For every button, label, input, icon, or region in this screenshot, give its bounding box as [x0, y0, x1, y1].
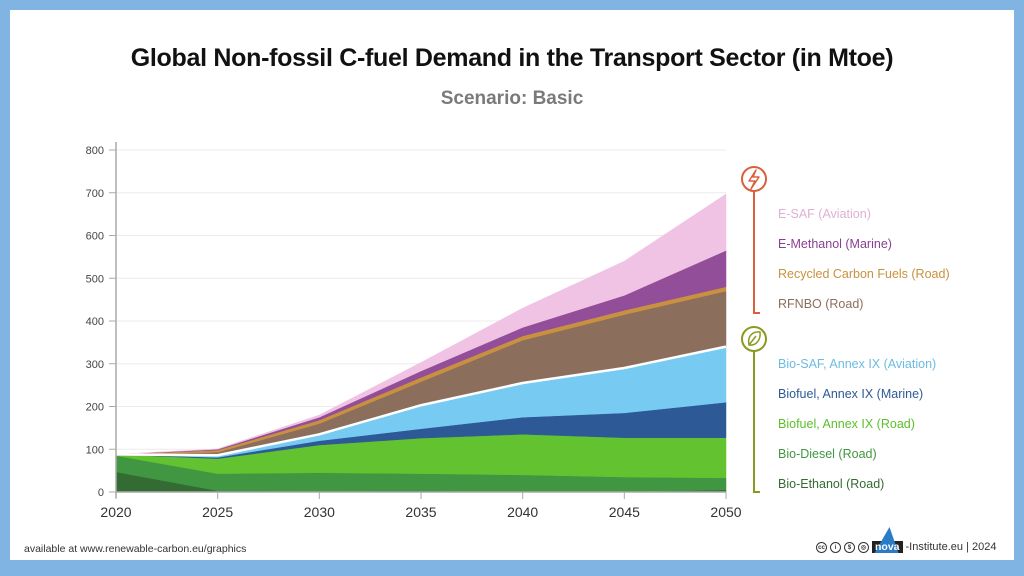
credit-text: -Institute.eu | 2024	[905, 541, 997, 553]
lightning-icon-ring	[741, 166, 767, 192]
legend-item: Bio-Ethanol (Road)	[778, 477, 885, 491]
y-tick-label: 500	[86, 273, 104, 285]
efuel-bracket	[753, 191, 760, 314]
legend-item: Bio-SAF, Annex IX (Aviation)	[778, 357, 937, 371]
y-tick-labels: 0 100 200 300 400 500 600 700 800	[86, 145, 104, 499]
y-tick-label: 800	[86, 145, 104, 157]
legend-item: Recycled Carbon Fuels (Road)	[778, 267, 950, 281]
chart-subtitle: Scenario: Basic	[440, 88, 584, 109]
leaf-icon	[747, 331, 761, 346]
bio-bracket	[753, 351, 760, 493]
x-tick-label: 2045	[609, 504, 640, 520]
chart-title: Global Non-fossil C-fuel Demand in the T…	[130, 44, 894, 72]
credit-line: cc i $ ◎ nova -Institute.eu | 2024	[816, 527, 997, 553]
source-note: available at www.renewable-carbon.eu/gra…	[24, 543, 247, 555]
lightning-icon	[748, 169, 760, 190]
legend-item: Bio-Diesel (Road)	[778, 447, 877, 461]
legend-brackets	[741, 166, 767, 493]
y-tick-label: 100	[86, 444, 104, 456]
legend-item: E-Methanol (Marine)	[778, 237, 892, 251]
y-tick-label: 0	[98, 487, 104, 499]
y-tick-label: 600	[86, 231, 104, 243]
y-tick-label: 200	[86, 402, 104, 414]
cc-icon: cc	[816, 541, 827, 553]
area-layers	[115, 193, 727, 493]
axes	[109, 142, 727, 499]
sa-icon: ◎	[858, 541, 869, 553]
x-tick-label: 2040	[507, 504, 538, 520]
legend-item: Biofuel, Annex IX (Marine)	[778, 387, 924, 401]
legend-item: E-SAF (Aviation)	[778, 207, 871, 221]
nova-logo: nova	[872, 527, 906, 553]
x-tick-labels: 2020 2025 2030 2035 2040 2045 2050	[100, 504, 741, 520]
y-tick-label: 400	[86, 316, 104, 328]
x-tick-label: 2035	[405, 504, 436, 520]
x-tick-label: 2050	[710, 504, 741, 520]
nc-icon: $	[844, 541, 855, 553]
y-tick-label: 300	[86, 359, 104, 371]
separator-line	[115, 345, 727, 457]
by-icon: i	[830, 541, 841, 553]
bio-efuel-separator	[115, 345, 727, 457]
area-e-saf-aviation	[115, 193, 727, 455]
x-tick-label: 2030	[304, 504, 335, 520]
x-tick-label: 2020	[100, 504, 131, 520]
legend-item: RFNBO (Road)	[778, 297, 864, 311]
y-tick-label: 700	[86, 188, 104, 200]
x-tick-label: 2025	[202, 504, 233, 520]
legend-item: Biofuel, Annex IX (Road)	[778, 417, 915, 431]
